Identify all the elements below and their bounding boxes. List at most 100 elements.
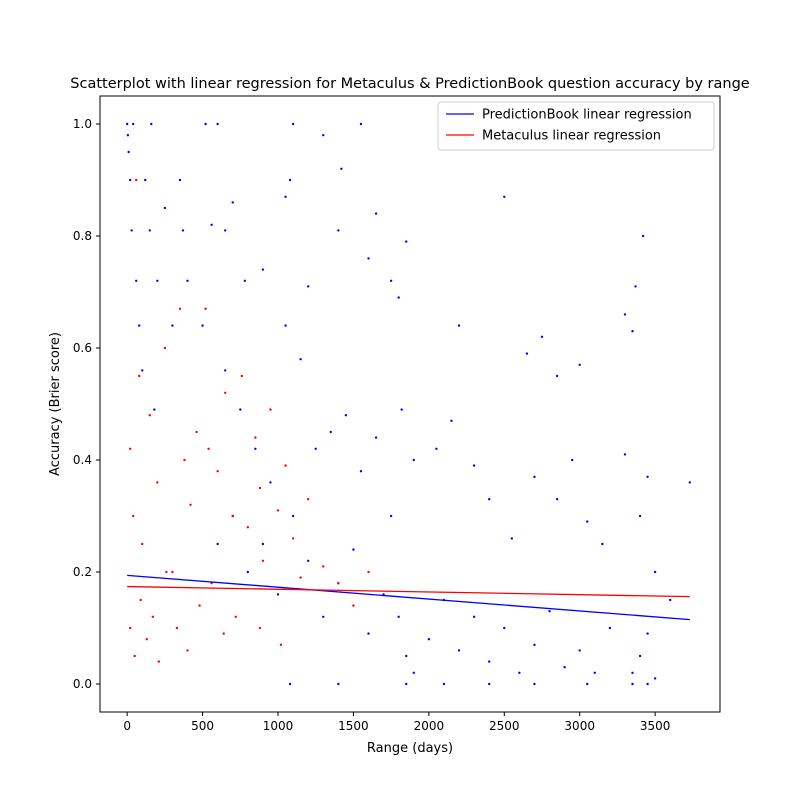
- scatter-point: [646, 632, 649, 635]
- scatter-point: [198, 604, 201, 607]
- scatter-point: [306, 559, 310, 562]
- scatter-point: [246, 570, 250, 574]
- scatter-point: [130, 229, 133, 232]
- scatter-point: [138, 324, 141, 327]
- scatter-point: [631, 682, 634, 686]
- scatter-point: [175, 626, 179, 630]
- x-axis: 0 500 1000 1500 2000 2500 3000 3500: [123, 712, 670, 733]
- scatter-point: [240, 374, 243, 378]
- scatter-point: [183, 458, 186, 462]
- scatter-point: [586, 682, 589, 686]
- legend-label: PredictionBook linear regression: [482, 108, 692, 123]
- plot-frame: [99, 95, 721, 713]
- scatter-point: [337, 682, 340, 686]
- series-predictionbook-points: [125, 122, 692, 686]
- scatter-point: [488, 660, 491, 663]
- scatter-point: [231, 201, 234, 204]
- scatter-point: [503, 195, 506, 198]
- scatter-point: [638, 654, 642, 658]
- x-tick-label: 2500: [489, 719, 520, 733]
- scatter-point: [145, 638, 148, 641]
- scatter-point: [329, 430, 332, 434]
- scatter-point: [131, 122, 135, 126]
- y-tick-label: 0.6: [73, 341, 92, 355]
- scatter-point: [239, 408, 242, 411]
- scatter-point: [314, 447, 317, 450]
- scatter-point: [344, 414, 348, 417]
- scatter-point: [148, 229, 151, 232]
- scatter-point: [340, 167, 343, 170]
- y-tick-label: 0.8: [73, 229, 92, 243]
- scatter-point: [352, 548, 355, 551]
- x-tick-label: 3000: [564, 719, 595, 733]
- scatter-point: [608, 626, 612, 630]
- scatter-point: [135, 279, 138, 282]
- regression-line-metaculus: [127, 585, 690, 598]
- series-metaculus-points: [128, 178, 370, 663]
- scatter-point: [224, 391, 227, 394]
- scatter-point: [128, 626, 132, 630]
- scatter-point: [367, 257, 370, 260]
- scatter-point: [186, 279, 189, 282]
- scatter-point: [359, 470, 363, 473]
- scatter-point: [224, 369, 227, 372]
- x-tick-label: 500: [191, 719, 214, 733]
- scatter-point: [128, 447, 132, 450]
- scatter-point: [210, 223, 213, 226]
- scatter-point: [291, 537, 295, 540]
- scatter-point: [288, 178, 292, 182]
- scatter-point: [254, 436, 257, 439]
- scatter-point: [201, 324, 204, 327]
- scatter-point: [488, 682, 491, 686]
- scatter-point: [472, 615, 476, 618]
- scatter-point: [204, 122, 207, 126]
- scatter-point: [397, 615, 400, 618]
- scatter-point: [258, 626, 262, 630]
- scatter-point: [653, 677, 657, 680]
- y-tick-label: 0.4: [73, 453, 92, 467]
- scatter-point: [435, 447, 438, 450]
- scatter-point: [389, 279, 393, 282]
- scatter-point: [412, 671, 415, 674]
- scatter-point: [216, 122, 219, 126]
- scatter-point: [450, 419, 453, 422]
- scatter-point: [322, 615, 325, 618]
- scatter-point: [623, 313, 627, 316]
- scatter-point: [555, 374, 559, 378]
- y-axis-label: Accuracy (Brier score): [48, 332, 63, 476]
- scatter-point: [181, 229, 185, 232]
- scatter-point: [284, 195, 287, 198]
- scatter-point: [186, 649, 189, 652]
- scatter-point: [216, 542, 219, 546]
- scatter-point: [171, 324, 174, 327]
- scatter-point: [171, 570, 174, 574]
- scatter-point: [150, 122, 153, 126]
- scatter-point: [593, 671, 596, 674]
- x-tick-label: 1500: [338, 719, 369, 733]
- scatter-point: [261, 268, 265, 271]
- scatter-point: [337, 582, 340, 585]
- scatter-point: [288, 682, 292, 686]
- scatter-point: [299, 358, 302, 361]
- scatter-point: [189, 503, 192, 506]
- regression-line-predictionbook: [127, 574, 690, 621]
- scatter-point: [306, 498, 310, 501]
- x-tick-label: 2000: [414, 719, 445, 733]
- scatter-point: [510, 537, 514, 540]
- scatter-point: [518, 671, 521, 674]
- scatter-point: [442, 682, 446, 686]
- scatter-point: [126, 134, 130, 137]
- scatter-point: [234, 615, 237, 618]
- scatter-point: [125, 122, 129, 126]
- y-tick-label: 1.0: [73, 117, 92, 131]
- scatter-point: [269, 408, 272, 411]
- scatter-point: [138, 374, 141, 378]
- scatter-point: [578, 363, 581, 366]
- scatter-point: [163, 206, 167, 210]
- scatter-point: [533, 682, 536, 686]
- y-tick-label: 0.0: [73, 677, 92, 691]
- scatter-point: [374, 436, 378, 439]
- scatter-point: [653, 570, 657, 574]
- scatter-point: [133, 654, 136, 658]
